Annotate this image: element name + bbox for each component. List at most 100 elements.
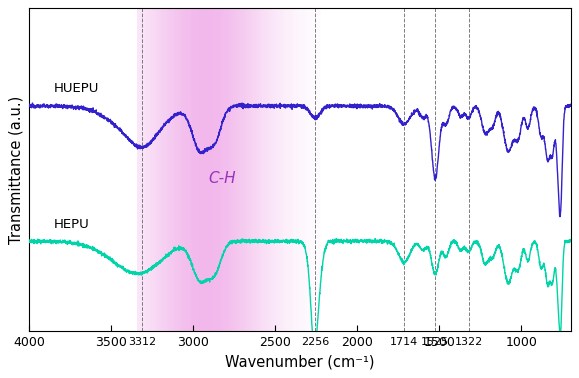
Bar [240, 8, 241, 331]
Bar [285, 8, 286, 331]
Bar [280, 8, 281, 331]
Bar [273, 8, 274, 331]
Bar [272, 8, 273, 331]
Bar [164, 8, 165, 331]
Bar [141, 8, 142, 331]
Bar [162, 8, 163, 331]
Bar [252, 8, 253, 331]
Bar [144, 8, 145, 331]
Bar [316, 8, 317, 331]
Bar [270, 8, 272, 331]
Bar [223, 8, 225, 331]
Bar [281, 8, 283, 331]
Text: HEPU: HEPU [53, 218, 89, 231]
Text: 3312: 3312 [128, 337, 156, 347]
Bar [193, 8, 194, 331]
Bar [178, 8, 179, 331]
Bar [279, 8, 280, 331]
Bar [303, 8, 305, 331]
Bar [236, 8, 237, 331]
Bar [262, 8, 263, 331]
Bar [167, 8, 168, 331]
Bar [154, 8, 155, 331]
Bar [179, 8, 181, 331]
Bar [311, 8, 312, 331]
Bar [233, 8, 234, 331]
Bar [156, 8, 157, 331]
Bar [200, 8, 201, 331]
Bar [161, 8, 162, 331]
Bar [283, 8, 284, 331]
Bar [269, 8, 270, 331]
Bar [137, 8, 138, 331]
Bar [239, 8, 240, 331]
Bar [225, 8, 226, 331]
Bar [290, 8, 291, 331]
Bar [314, 8, 316, 331]
Bar [286, 8, 287, 331]
Bar [146, 8, 148, 331]
Bar [187, 8, 188, 331]
Bar [151, 8, 152, 331]
Bar [247, 8, 248, 331]
Bar [261, 8, 262, 331]
Bar [287, 8, 288, 331]
Bar [312, 8, 313, 331]
Bar [206, 8, 207, 331]
Bar [153, 8, 154, 331]
Bar [263, 8, 264, 331]
Bar [229, 8, 230, 331]
Bar [138, 8, 139, 331]
Bar [197, 8, 198, 331]
Bar [189, 8, 190, 331]
Bar [190, 8, 192, 331]
Bar [300, 8, 301, 331]
Bar [248, 8, 250, 331]
Bar [306, 8, 307, 331]
Bar [155, 8, 156, 331]
Bar [157, 8, 159, 331]
Bar [259, 8, 261, 331]
Bar [242, 8, 243, 331]
Bar [292, 8, 294, 331]
Text: 1322: 1322 [455, 337, 483, 347]
Bar [302, 8, 303, 331]
Bar [159, 8, 160, 331]
Bar [266, 8, 267, 331]
Bar [299, 8, 300, 331]
Bar [188, 8, 189, 331]
Bar [182, 8, 183, 331]
Bar [183, 8, 184, 331]
Bar [265, 8, 266, 331]
Bar [313, 8, 314, 331]
Bar [241, 8, 242, 331]
Bar [288, 8, 289, 331]
Bar [243, 8, 244, 331]
Bar [165, 8, 166, 331]
Bar [215, 8, 217, 331]
X-axis label: Wavenumber (cm⁻¹): Wavenumber (cm⁻¹) [225, 355, 375, 370]
Bar [231, 8, 232, 331]
Bar [277, 8, 278, 331]
Bar [195, 8, 196, 331]
Bar [317, 8, 318, 331]
Bar [211, 8, 212, 331]
Bar [256, 8, 258, 331]
Bar [267, 8, 268, 331]
Bar [201, 8, 203, 331]
Bar [255, 8, 256, 331]
Bar [210, 8, 211, 331]
Bar [232, 8, 233, 331]
Bar [192, 8, 193, 331]
Text: HUEPU: HUEPU [53, 82, 99, 96]
Bar [237, 8, 239, 331]
Bar [298, 8, 299, 331]
Bar [145, 8, 146, 331]
Bar [168, 8, 170, 331]
Bar [220, 8, 221, 331]
Bar [217, 8, 218, 331]
Bar [219, 8, 220, 331]
Bar [163, 8, 164, 331]
Bar [318, 8, 319, 331]
Bar [258, 8, 259, 331]
